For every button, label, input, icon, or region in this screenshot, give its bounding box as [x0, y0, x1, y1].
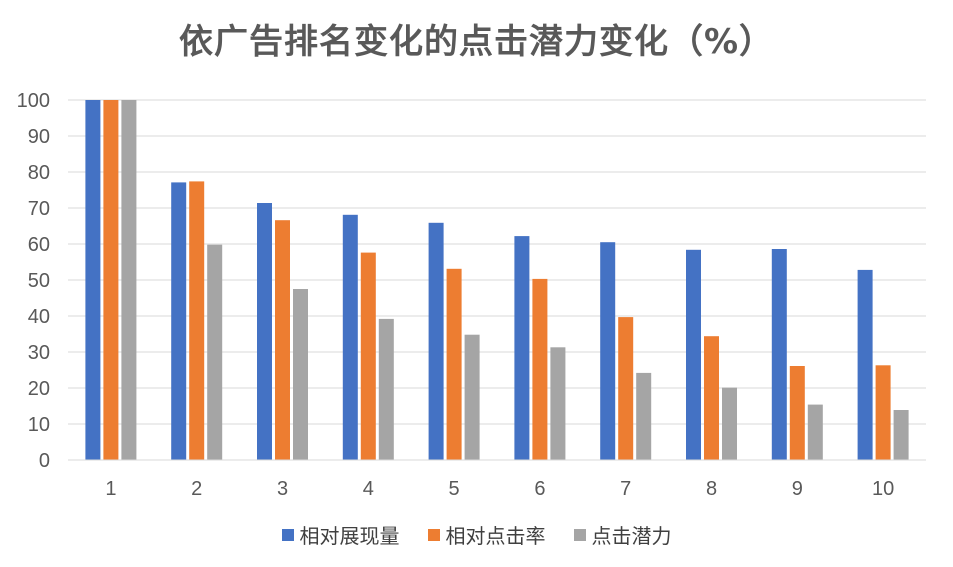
legend-label-series-3: 点击潜力 [591, 524, 672, 548]
y-tick-label: 60 [28, 234, 50, 256]
bar-series-1-cat-1 [85, 100, 101, 460]
bar-series-1-cat-2 [171, 182, 187, 460]
bar-series-3-cat-10 [893, 410, 909, 460]
x-tick-label: 6 [534, 478, 545, 500]
bar-series-3-cat-2 [207, 244, 223, 460]
bar-series-2-cat-6 [532, 278, 548, 460]
bar-series-3-cat-6 [550, 347, 566, 460]
bar-series-3-cat-5 [464, 334, 480, 460]
bars [85, 100, 909, 460]
x-tick-label: 4 [363, 478, 374, 500]
bar-series-2-cat-4 [360, 252, 376, 460]
y-tick-label: 50 [28, 270, 50, 292]
y-tick-label: 70 [28, 198, 50, 220]
bar-series-3-cat-7 [636, 372, 652, 460]
bar-series-2-cat-1 [103, 100, 119, 460]
x-tick-label: 1 [105, 478, 116, 500]
y-tick-label: 80 [28, 162, 50, 184]
y-tick-label: 0 [39, 450, 50, 472]
x-tick-label: 2 [191, 478, 202, 500]
y-tick-label: 20 [28, 378, 50, 400]
bar-series-1-cat-8 [686, 249, 701, 460]
bar-series-1-cat-7 [600, 242, 616, 460]
bar-series-2-cat-5 [446, 268, 462, 460]
y-tick-label: 10 [28, 414, 50, 436]
x-tick-label: 10 [872, 478, 894, 500]
y-tick-label: 30 [28, 342, 50, 364]
bar-series-3-cat-3 [293, 289, 308, 460]
bar-series-1-cat-3 [257, 203, 272, 460]
x-tick-label: 7 [620, 478, 631, 500]
legend-label-series-1: 相对展现量 [299, 524, 400, 548]
x-tick-label: 3 [277, 478, 288, 500]
bar-series-2-cat-7 [618, 317, 634, 460]
bar-series-1-cat-9 [771, 249, 787, 460]
legend-item-series-1: 相对展现量 [281, 520, 400, 549]
x-tick-label: 8 [706, 478, 717, 500]
bar-series-1-cat-10 [857, 269, 873, 460]
legend-swatch-series-3 [573, 528, 586, 541]
x-axis: 1 2 3 4 5 6 7 8 9 10 [68, 459, 926, 500]
bar-series-3-cat-8 [722, 387, 737, 460]
chart-title: 依广告排名变化的点击潜力变化（%） [178, 22, 775, 62]
y-axis: 0 10 20 30 40 50 60 70 80 90 100 [17, 90, 50, 472]
x-tick-label: 5 [449, 478, 460, 500]
legend-label-series-2: 相对点击率 [445, 524, 546, 548]
bar-series-1-cat-5 [428, 222, 444, 460]
bar-series-2-cat-3 [275, 220, 290, 460]
bar-series-2-cat-10 [875, 365, 891, 460]
legend-swatch-series-2 [427, 528, 440, 541]
bar-series-1-cat-4 [342, 214, 358, 460]
bar-series-2-cat-2 [189, 181, 205, 460]
bar-series-2-cat-9 [789, 366, 805, 460]
y-tick-label: 90 [28, 126, 50, 148]
y-tick-label: 100 [17, 90, 50, 112]
y-tick-label: 40 [28, 306, 50, 328]
legend-item-series-2: 相对点击率 [427, 520, 546, 549]
bar-series-3-cat-1 [121, 100, 137, 460]
bar-series-3-cat-9 [807, 404, 823, 460]
legend: 相对展现量 相对点击率 点击潜力 [0, 520, 953, 549]
x-tick-label: 9 [792, 478, 803, 500]
legend-swatch-series-1 [281, 528, 294, 541]
bar-series-2-cat-8 [704, 336, 719, 460]
bar-series-1-cat-6 [514, 236, 530, 460]
bar-series-3-cat-4 [378, 318, 394, 460]
legend-item-series-3: 点击潜力 [573, 520, 672, 549]
